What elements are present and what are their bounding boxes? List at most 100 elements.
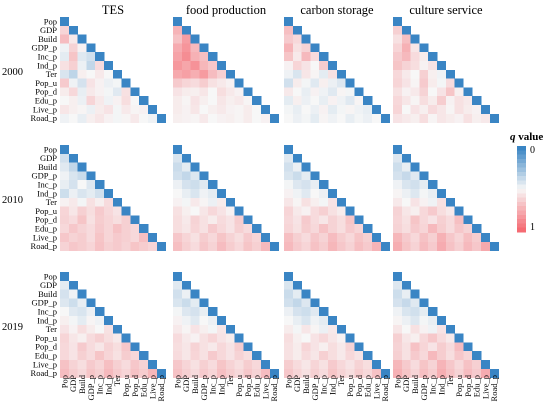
heatmap-cell bbox=[419, 78, 429, 88]
heatmap-cell bbox=[68, 113, 78, 123]
heatmap-cell bbox=[428, 69, 438, 79]
heatmap-cell bbox=[112, 87, 122, 97]
heatmap-cell bbox=[393, 43, 403, 53]
heatmap-cell bbox=[437, 233, 447, 243]
heatmap-diagonal-cell bbox=[252, 351, 262, 361]
heatmap-cell bbox=[419, 241, 429, 251]
heatmap-cell bbox=[77, 171, 87, 181]
heatmap-cell bbox=[139, 105, 149, 115]
heatmap-cell bbox=[445, 333, 455, 343]
heatmap-diagonal-cell bbox=[472, 224, 482, 234]
colorbar-segment bbox=[517, 197, 526, 203]
heatmap-diagonal-cell bbox=[199, 298, 209, 308]
heatmap-cell bbox=[112, 351, 122, 361]
x-axis-variable-label: GDP bbox=[181, 375, 191, 392]
heatmap-cell bbox=[173, 87, 183, 97]
heatmap-cell bbox=[354, 360, 364, 370]
heatmap-cell bbox=[95, 360, 105, 370]
heatmap-cell bbox=[328, 87, 338, 97]
heatmap-cell bbox=[199, 342, 209, 352]
heatmap-diagonal-cell bbox=[95, 180, 105, 190]
heatmap-cell bbox=[68, 189, 78, 199]
heatmap-cell bbox=[68, 298, 78, 308]
heatmap-diagonal-cell bbox=[328, 61, 338, 71]
heatmap-cell bbox=[190, 105, 200, 115]
heatmap-cell bbox=[292, 162, 302, 172]
heatmap-cell bbox=[284, 52, 294, 62]
heatmap-cell bbox=[173, 69, 183, 79]
heatmap-cell bbox=[328, 333, 338, 343]
heatmap-cell bbox=[284, 171, 294, 181]
heatmap-cell bbox=[393, 197, 403, 207]
heatmap-cell bbox=[173, 78, 183, 88]
heatmap-cell bbox=[445, 368, 455, 378]
heatmap-cell bbox=[428, 342, 438, 352]
heatmap-cell bbox=[310, 241, 320, 251]
heatmap-cell bbox=[60, 298, 70, 308]
heatmap-cell bbox=[68, 316, 78, 326]
heatmap-cell bbox=[104, 333, 114, 343]
heatmap-cell bbox=[310, 233, 320, 243]
heatmap-diagonal-cell bbox=[234, 78, 244, 88]
heatmap-cell bbox=[181, 324, 191, 334]
heatmap-cell bbox=[393, 180, 403, 190]
heatmap-cell bbox=[68, 34, 78, 44]
heatmap-cell bbox=[310, 105, 320, 115]
heatmap-cell bbox=[284, 180, 294, 190]
heatmap-cell bbox=[301, 52, 311, 62]
heatmap-cell bbox=[419, 324, 429, 334]
heatmap-cell bbox=[336, 87, 346, 97]
heatmap-cell bbox=[130, 360, 140, 370]
heatmap-cell bbox=[481, 368, 491, 378]
heatmap-cell bbox=[319, 368, 329, 378]
heatmap-cell bbox=[310, 307, 320, 317]
heatmap-cell bbox=[121, 105, 131, 115]
heatmap-cell bbox=[454, 368, 464, 378]
heatmap-cell bbox=[328, 69, 338, 79]
heatmap-cell bbox=[68, 197, 78, 207]
heatmap-cell bbox=[292, 241, 302, 251]
heatmap-cell bbox=[445, 78, 455, 88]
heatmap-cell bbox=[95, 197, 105, 207]
heatmap-cell bbox=[225, 105, 235, 115]
heatmap-cell bbox=[445, 224, 455, 234]
heatmap-cell bbox=[68, 224, 78, 234]
heatmap-cell bbox=[173, 324, 183, 334]
colorbar-segment bbox=[517, 154, 526, 160]
heatmap-cell bbox=[208, 233, 218, 243]
heatmap-diagonal-cell bbox=[68, 25, 78, 35]
heatmap-diagonal-cell bbox=[319, 180, 329, 190]
heatmap-cell bbox=[363, 233, 373, 243]
heatmap-cell bbox=[181, 162, 191, 172]
heatmap-cell bbox=[190, 224, 200, 234]
heatmap-cell bbox=[148, 368, 158, 378]
heatmap-cell bbox=[301, 307, 311, 317]
heatmap-diagonal-cell bbox=[463, 342, 473, 352]
heatmap-cell bbox=[104, 215, 114, 225]
x-axis-variable-label: Build bbox=[301, 374, 311, 394]
heatmap-cell bbox=[310, 224, 320, 234]
variable-label: Road_p bbox=[31, 113, 57, 123]
heatmap-cell bbox=[252, 368, 262, 378]
heatmap-cell bbox=[86, 360, 96, 370]
heatmap-cell bbox=[336, 206, 346, 216]
heatmap-cell bbox=[292, 69, 302, 79]
heatmap-diagonal-cell bbox=[68, 153, 78, 163]
heatmap-diagonal-cell bbox=[181, 280, 191, 290]
heatmap-diagonal-cell bbox=[261, 233, 271, 243]
heatmap-cell bbox=[454, 105, 464, 115]
heatmap-diagonal-cell bbox=[86, 43, 96, 53]
heatmap-cell bbox=[60, 351, 70, 361]
heatmap-cell bbox=[208, 368, 218, 378]
heatmap-cell bbox=[60, 69, 70, 79]
heatmap-cell bbox=[95, 61, 105, 71]
heatmap-cell bbox=[319, 61, 329, 71]
heatmap-cell bbox=[393, 280, 403, 290]
heatmap-cell bbox=[77, 113, 87, 123]
heatmap-cell bbox=[345, 224, 355, 234]
heatmap-cell bbox=[208, 189, 218, 199]
heatmap-diagonal-cell bbox=[328, 189, 338, 199]
heatmap-cell bbox=[319, 105, 329, 115]
heatmap-cell bbox=[445, 233, 455, 243]
